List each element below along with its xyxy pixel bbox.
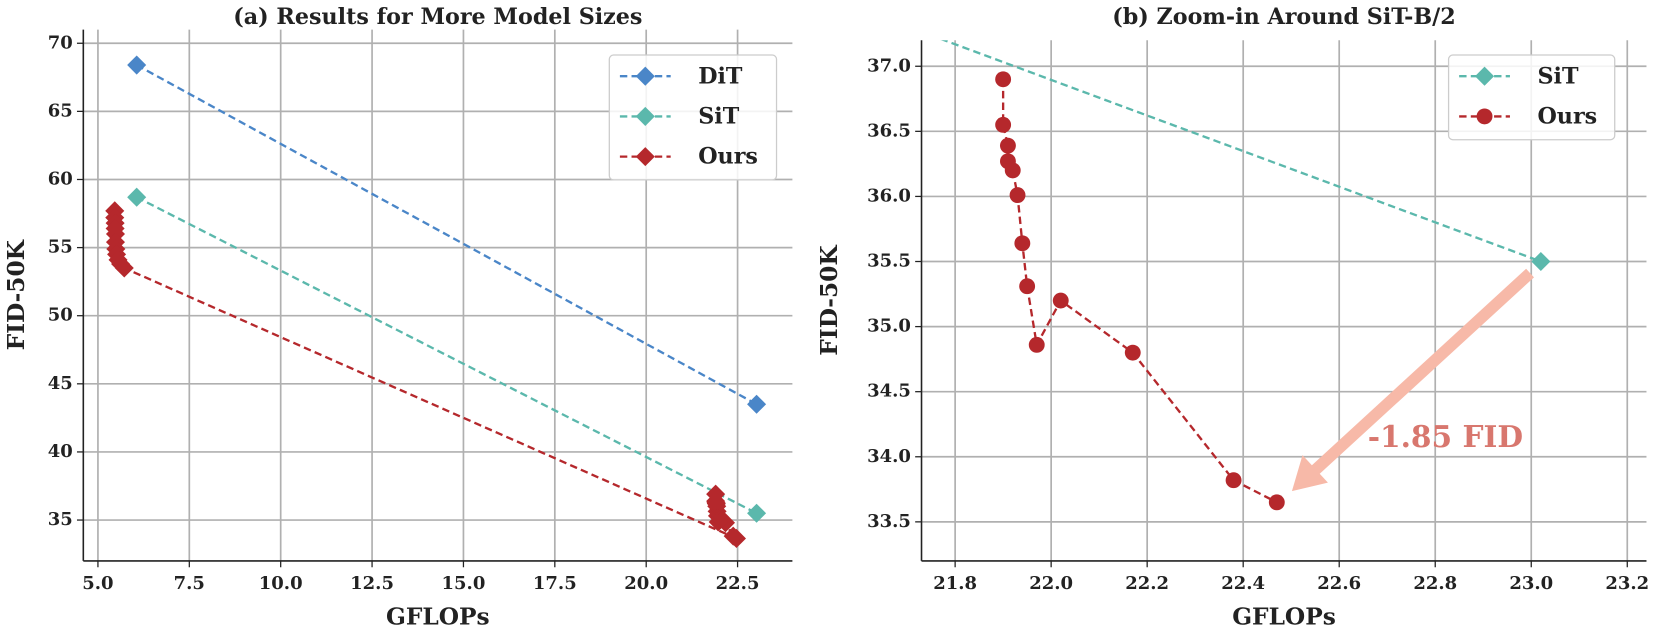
series-line: [136, 64, 758, 406]
y-tick-label: 37.0: [867, 55, 911, 76]
x-tick-label: 22.4: [1221, 573, 1265, 594]
series-line: [113, 210, 738, 540]
y-tick-label: 36.5: [867, 120, 911, 141]
x-tick-label: 21.8: [933, 573, 977, 594]
data-point: [747, 503, 767, 523]
data-point: [127, 55, 147, 75]
data-point: [1014, 235, 1031, 252]
subplot: 5.0 7.5 10.0 12.5 15.0 17.5 20.0 22.5 35 40 45 50 55…: [3, 4, 793, 631]
legend-label: SiT: [1537, 63, 1578, 89]
y-tick-label: 35.0: [867, 316, 911, 337]
legend-label: Ours: [698, 144, 758, 170]
x-tick-label: 5.0: [82, 573, 113, 594]
legend-marker: [635, 66, 655, 86]
x-tick-label: 10.0: [259, 573, 303, 594]
x-tick-label: 17.5: [533, 573, 577, 594]
x-tick-label: 22.6: [1317, 573, 1361, 594]
x-axis-label: GFLOPs: [386, 604, 490, 631]
data-point: [1124, 344, 1141, 361]
data-point: [1225, 472, 1242, 489]
data-point: [114, 258, 134, 278]
y-tick-label: 35.5: [867, 251, 911, 272]
x-tick-label: 22.5: [716, 573, 760, 594]
y-tick-label: 40: [48, 441, 73, 462]
y-tick-label: 45: [48, 373, 73, 394]
data-point: [723, 526, 743, 546]
chart-title: (a) Results for More Model Sizes: [233, 4, 642, 30]
x-tick-label: 12.5: [350, 573, 394, 594]
annotation-arrowhead: [1291, 455, 1328, 492]
legend-marker: [1475, 66, 1495, 86]
data-point: [999, 137, 1016, 154]
data-point: [1268, 494, 1285, 511]
x-tick-label: 23.0: [1509, 573, 1553, 594]
data-point: [995, 71, 1012, 88]
legend-box: [608, 54, 778, 181]
data-point: [995, 116, 1012, 133]
series-line: [136, 196, 758, 515]
legend: DiT SiT Ours: [608, 54, 778, 181]
y-tick-label: 70: [48, 32, 73, 53]
y-tick-label: 50: [48, 305, 73, 326]
data-point: [1019, 278, 1036, 295]
annotation: -1.85 FID: [1368, 419, 1523, 454]
legend-label: SiT: [698, 103, 739, 129]
annotation-arrow: [1309, 268, 1534, 477]
y-tick-label: 60: [48, 168, 73, 189]
x-tick-label: 22.2: [1125, 573, 1169, 594]
legend-label: Ours: [1537, 103, 1597, 129]
y-tick-label: 34.0: [867, 446, 911, 467]
data-point: [1052, 292, 1069, 309]
y-tick-label: 65: [48, 100, 73, 121]
data-point: [127, 187, 147, 207]
series-line: [1001, 79, 1278, 504]
chart-title: (b) Zoom-in Around SiT-B/2: [1112, 4, 1455, 30]
x-tick-label: 22.0: [1029, 573, 1073, 594]
y-tick-label: 36.0: [867, 185, 911, 206]
legend-label: DiT: [698, 63, 743, 89]
data-point: [706, 484, 726, 504]
legend: SiT Ours: [1447, 54, 1616, 141]
data-point: [1028, 336, 1045, 353]
data-point: [1004, 162, 1021, 179]
y-tick-label: 35: [48, 509, 73, 530]
y-tick-label: 34.5: [867, 381, 911, 402]
x-axis-label: GFLOPs: [1232, 604, 1336, 631]
x-tick-label: 7.5: [174, 573, 205, 594]
legend-marker: [1476, 108, 1493, 125]
data-point: [747, 394, 767, 414]
legend-marker: [635, 106, 655, 126]
y-axis-label: FID-50K: [3, 239, 30, 350]
y-tick-label: 33.5: [867, 511, 911, 532]
y-tick-label: 55: [48, 237, 73, 258]
data-point: [1009, 187, 1026, 204]
data-point: [1531, 251, 1551, 272]
x-tick-label: 22.8: [1413, 573, 1457, 594]
x-tick-label: 20.0: [624, 573, 668, 594]
x-tick-label: 15.0: [442, 573, 486, 594]
y-axis-label: FID-50K: [816, 245, 843, 356]
x-tick-label: 23.2: [1605, 573, 1649, 594]
plot-area: [940, 40, 1551, 511]
